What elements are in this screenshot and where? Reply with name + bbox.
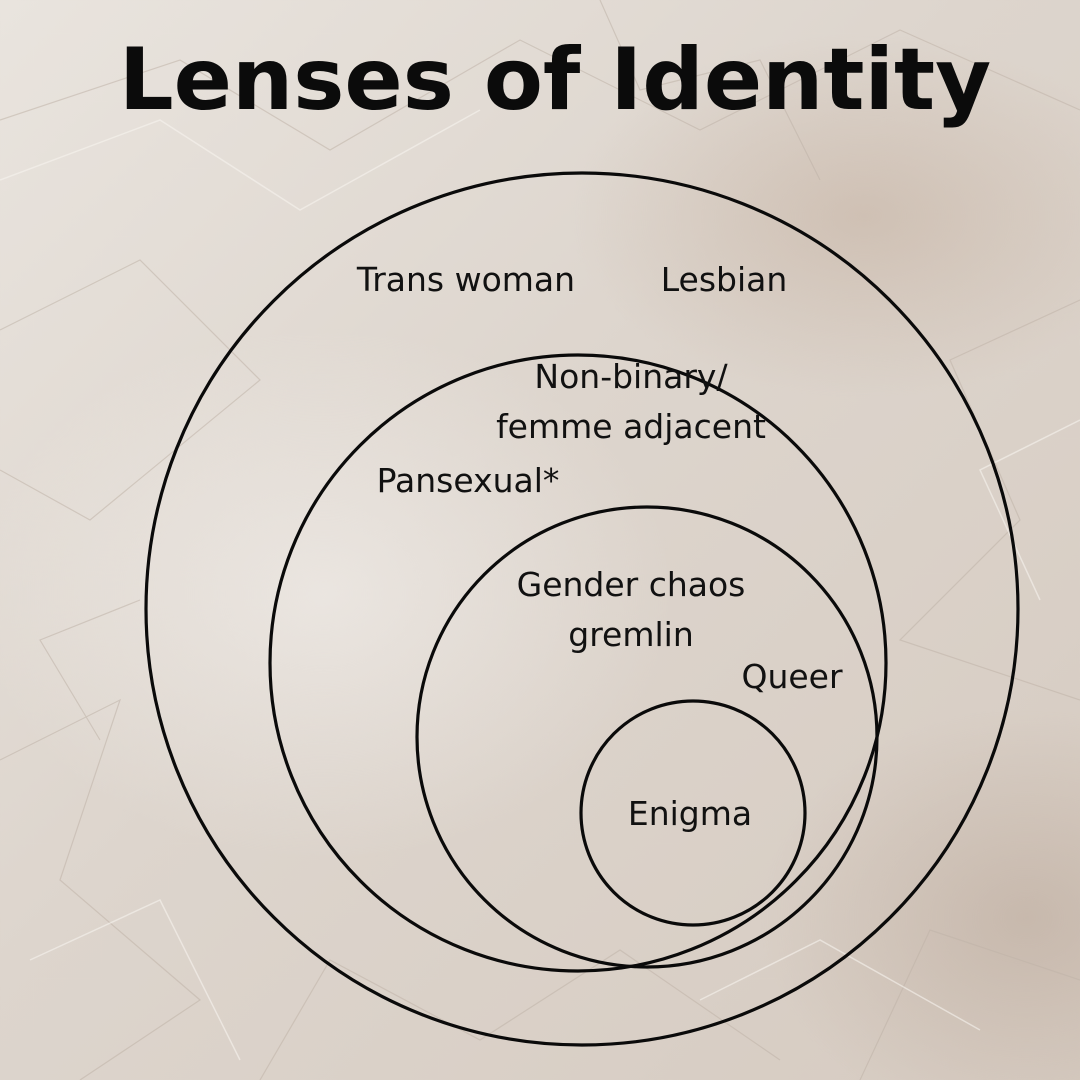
label-lesbian: Lesbian [660,260,788,299]
inner-ring [579,699,807,927]
label-non-binary: Non-binary/ femme adjacent [496,357,766,446]
label-pansexual: Pansexual* [376,461,560,500]
second-ring [268,353,888,973]
page-title: Lenses of Identity [118,30,992,130]
outer-ring [144,171,1020,1047]
label-trans-woman: Trans woman [356,260,576,299]
third-ring [415,505,879,969]
label-queer: Queer [741,657,843,696]
label-gender-chaos-gremlin: Gender chaos gremlin [516,565,746,654]
label-enigma: Enigma [627,794,753,833]
